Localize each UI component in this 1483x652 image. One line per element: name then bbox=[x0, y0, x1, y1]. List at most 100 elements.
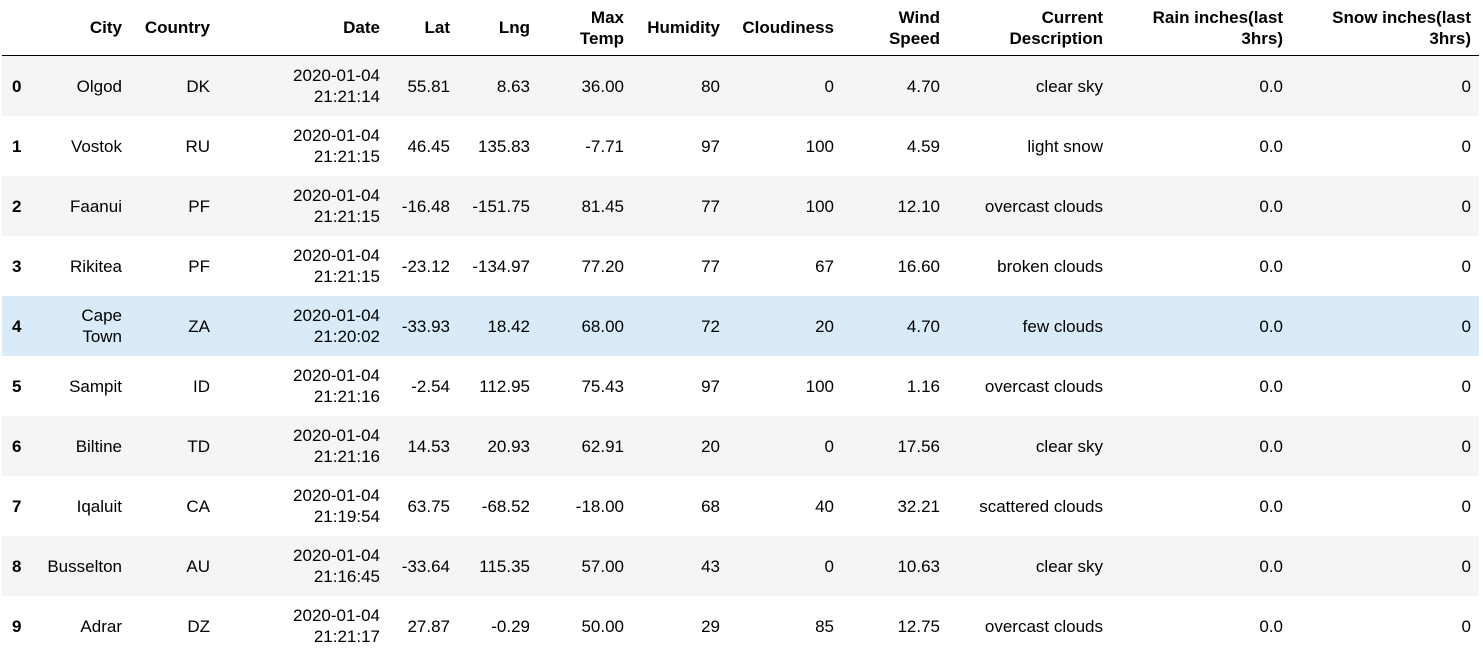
cloudiness-cell: 67 bbox=[815, 256, 834, 276]
date-cell: 2020-01-04 21:21:15 bbox=[218, 176, 388, 236]
date-cell: 2020-01-04 21:16:45 bbox=[218, 536, 388, 596]
humidity-cell: 29 bbox=[701, 616, 720, 636]
rain-cell: 0.0 bbox=[1259, 436, 1283, 456]
description-cell: clear sky bbox=[1035, 76, 1103, 96]
row-index: 6 bbox=[12, 436, 22, 456]
rain-cell: 0.0 bbox=[1259, 496, 1283, 516]
lng-cell: 115.35 bbox=[479, 556, 530, 576]
city-cell: Iqaluit bbox=[76, 496, 122, 516]
snow-cell: 0 bbox=[1461, 556, 1471, 576]
snow-cell: 0 bbox=[1461, 256, 1471, 276]
row-index: 0 bbox=[12, 76, 22, 96]
humidity-cell: 80 bbox=[701, 76, 720, 96]
lat-cell: -23.12 bbox=[401, 256, 450, 276]
date-day: 2020-01-04 bbox=[293, 606, 380, 625]
cloudiness-cell: 100 bbox=[805, 376, 834, 396]
table-row: 6 Biltine TD 2020-01-04 21:21:16 14.53 20.93 62… bbox=[2, 416, 1479, 476]
date-cell: 2020-01-04 21:21:16 bbox=[218, 356, 388, 416]
table-row: 0 Olgod DK 2020-01-04 21:21:14 55.81 8.63 36.00… bbox=[2, 55, 1479, 117]
date-day: 2020-01-04 bbox=[293, 306, 380, 325]
row-index: 7 bbox=[12, 496, 22, 516]
date-time: 21:21:15 bbox=[313, 207, 380, 226]
table-header: City Country Date Lat Lng Max Temp Humid… bbox=[2, 0, 1479, 56]
table-row: 9 Adrar DZ 2020-01-04 21:21:17 27.87 -0.29 50.0… bbox=[2, 596, 1479, 652]
snow-cell: 0 bbox=[1461, 496, 1471, 516]
rain-cell: 0.0 bbox=[1259, 376, 1283, 396]
column-header: Wind Speed bbox=[842, 0, 948, 56]
max-temp-cell: -18.00 bbox=[575, 496, 624, 516]
humidity-cell: 97 bbox=[701, 376, 720, 396]
date-time: 21:21:16 bbox=[313, 387, 380, 406]
description-cell: clear sky bbox=[1035, 436, 1103, 456]
row-index: 8 bbox=[12, 556, 22, 576]
date-cell: 2020-01-04 21:21:15 bbox=[218, 116, 388, 176]
lat-cell: 27.87 bbox=[407, 616, 450, 636]
wind-speed-cell: 4.59 bbox=[906, 136, 940, 156]
column-header: Rain inches(last 3hrs) bbox=[1111, 0, 1291, 56]
lng-cell: -134.97 bbox=[472, 256, 530, 276]
date-day: 2020-01-04 bbox=[293, 546, 380, 565]
city-cell: Biltine bbox=[75, 436, 122, 456]
table-row: 1 Vostok RU 2020-01-04 21:21:15 46.45 135.83 -7… bbox=[2, 116, 1479, 176]
snow-cell: 0 bbox=[1461, 76, 1471, 96]
wind-speed-cell: 10.63 bbox=[897, 556, 940, 576]
max-temp-cell: 62.91 bbox=[581, 436, 624, 456]
rain-cell: 0.0 bbox=[1259, 76, 1283, 96]
row-index: 4 bbox=[12, 316, 22, 336]
cloudiness-cell: 0 bbox=[824, 436, 834, 456]
max-temp-cell: 81.45 bbox=[581, 196, 624, 216]
date-day: 2020-01-04 bbox=[293, 186, 380, 205]
description-cell: light snow bbox=[1027, 136, 1103, 156]
humidity-cell: 43 bbox=[701, 556, 720, 576]
date-time: 21:20:02 bbox=[313, 327, 380, 346]
cloudiness-cell: 0 bbox=[824, 556, 834, 576]
wind-speed-cell: 32.21 bbox=[897, 496, 940, 516]
country-cell: RU bbox=[185, 136, 210, 156]
column-header: Date bbox=[218, 0, 388, 56]
date-day: 2020-01-04 bbox=[293, 246, 380, 265]
snow-cell: 0 bbox=[1461, 436, 1471, 456]
max-temp-cell: 36.00 bbox=[581, 76, 624, 96]
humidity-cell: 77 bbox=[701, 256, 720, 276]
humidity-cell: 20 bbox=[701, 436, 720, 456]
cloudiness-cell: 100 bbox=[805, 196, 834, 216]
index-header bbox=[2, 0, 34, 56]
table-row: 5 Sampit ID 2020-01-04 21:21:16 -2.54 112.95 75… bbox=[2, 356, 1479, 416]
column-header: Cloudiness bbox=[728, 0, 842, 56]
lng-cell: -68.52 bbox=[481, 496, 530, 516]
city-cell: Vostok bbox=[70, 136, 122, 156]
rain-cell: 0.0 bbox=[1259, 136, 1283, 156]
date-time: 21:16:45 bbox=[313, 567, 380, 586]
date-day: 2020-01-04 bbox=[293, 366, 380, 385]
lng-cell: 18.42 bbox=[487, 316, 530, 336]
max-temp-cell: 77.20 bbox=[581, 256, 624, 276]
city-cell: Rikitea bbox=[70, 256, 122, 276]
country-cell: DK bbox=[186, 76, 210, 96]
date-cell: 2020-01-04 21:21:15 bbox=[218, 236, 388, 296]
date-time: 21:21:14 bbox=[313, 87, 380, 106]
country-cell: TD bbox=[187, 436, 210, 456]
country-cell: CA bbox=[186, 496, 210, 516]
date-cell: 2020-01-04 21:21:17 bbox=[218, 596, 388, 652]
description-cell: scattered clouds bbox=[979, 496, 1103, 516]
snow-cell: 0 bbox=[1461, 136, 1471, 156]
cloudiness-cell: 20 bbox=[815, 316, 834, 336]
description-cell: broken clouds bbox=[997, 256, 1103, 276]
lat-cell: 14.53 bbox=[407, 436, 450, 456]
cloudiness-cell: 85 bbox=[815, 616, 834, 636]
snow-cell: 0 bbox=[1461, 616, 1471, 636]
lat-cell: 63.75 bbox=[407, 496, 450, 516]
description-cell: overcast clouds bbox=[984, 376, 1103, 396]
date-day: 2020-01-04 bbox=[293, 66, 380, 85]
date-time: 21:21:15 bbox=[313, 267, 380, 286]
date-time: 21:21:17 bbox=[313, 627, 380, 646]
column-header: Current Description bbox=[948, 0, 1111, 56]
lat-cell: 46.45 bbox=[407, 136, 450, 156]
max-temp-cell: 75.43 bbox=[581, 376, 624, 396]
date-cell: 2020-01-04 21:21:14 bbox=[218, 56, 388, 117]
description-cell: few clouds bbox=[1022, 316, 1103, 336]
lat-cell: -33.93 bbox=[401, 316, 450, 336]
column-header: Lat bbox=[388, 0, 458, 56]
lng-cell: -151.75 bbox=[472, 196, 530, 216]
column-header: City bbox=[34, 0, 130, 56]
